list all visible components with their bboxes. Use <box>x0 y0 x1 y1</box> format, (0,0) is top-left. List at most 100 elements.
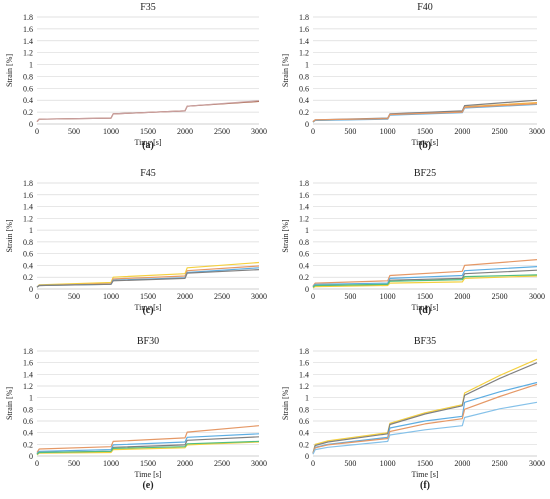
y-axis-label: Strain [%] <box>281 387 290 420</box>
y-tick-label: 0.4 <box>23 429 33 438</box>
x-tick-label: 1000 <box>103 292 119 301</box>
y-tick-label: 0.6 <box>299 417 309 426</box>
x-tick-label: 2500 <box>492 459 508 468</box>
x-tick-label: 500 <box>344 459 356 468</box>
y-tick-label: 1.2 <box>23 49 33 58</box>
x-tick-label: 3000 <box>529 459 545 468</box>
y-tick-label: 1.6 <box>23 191 33 200</box>
y-tick-label: 0.8 <box>23 238 33 247</box>
x-tick-label: 2500 <box>214 292 230 301</box>
chart-panel-bf30: BF30 0 0.2 0.4 0.6 0.8 1 1.2 1.4 1.6 1.8 0 500 1000 15… <box>5 336 267 491</box>
y-tick-label: 0.6 <box>299 250 309 259</box>
x-tick-label: 2000 <box>177 127 193 136</box>
y-tick-label: 1.8 <box>23 179 33 188</box>
y-tick-label: 0.6 <box>23 417 33 426</box>
x-tick-label: 0 <box>35 459 39 468</box>
y-tick-label: 1.4 <box>299 203 309 212</box>
y-tick-label: 0.2 <box>299 108 309 117</box>
series-line-2 <box>312 362 538 454</box>
series-line-1 <box>312 259 538 287</box>
x-tick-label: 0 <box>35 292 39 301</box>
x-tick-label: 1500 <box>417 292 433 301</box>
x-tick-label: 1000 <box>380 459 396 468</box>
x-axis-label: Time [s] <box>134 138 161 147</box>
x-axis-label: Time [s] <box>411 470 438 479</box>
x-tick-label: 500 <box>68 292 80 301</box>
y-tick-label: 0.4 <box>299 261 309 270</box>
x-tick-label: 2000 <box>454 459 470 468</box>
y-tick-label: 1.4 <box>299 37 309 46</box>
x-tick-label: 500 <box>344 127 356 136</box>
x-tick-label: 3000 <box>529 127 545 136</box>
panel-caption: (d) <box>419 305 431 316</box>
x-axis-label: Time [s] <box>411 138 438 147</box>
y-tick-label: 0.2 <box>23 440 33 449</box>
x-tick-label: 0 <box>311 459 315 468</box>
y-tick-label: 1 <box>305 226 309 235</box>
series-line-4 <box>36 269 260 288</box>
x-tick-label: 2000 <box>454 127 470 136</box>
y-axis-label: Strain [%] <box>5 219 14 252</box>
y-tick-label: 0 <box>305 452 309 461</box>
series-line-1 <box>312 358 538 454</box>
series-line-4 <box>312 275 538 289</box>
y-tick-label: 0.8 <box>23 72 33 81</box>
panel-caption: (a) <box>142 140 154 151</box>
x-tick-label: 500 <box>68 127 80 136</box>
x-tick-label: 2000 <box>454 292 470 301</box>
y-tick-label: 0.4 <box>299 429 309 438</box>
chart-panel-bf25: BF25 0 0.2 0.4 0.6 0.8 1 1.2 1.4 1.6 1.8 0 500 1000 15… <box>281 168 545 316</box>
series-line-1 <box>36 425 260 453</box>
x-tick-label: 2500 <box>492 292 508 301</box>
panel-caption: (f) <box>420 480 430 491</box>
y-tick-label: 0.8 <box>23 405 33 414</box>
x-tick-label: 2500 <box>492 127 508 136</box>
y-tick-label: 0 <box>29 452 33 461</box>
x-tick-label: 1000 <box>380 127 396 136</box>
series-line-5 <box>36 440 260 455</box>
x-tick-label: 2500 <box>214 459 230 468</box>
x-axis-label: Time [s] <box>134 470 161 479</box>
y-tick-label: 0.8 <box>299 405 309 414</box>
panel-caption: (c) <box>142 305 153 316</box>
x-tick-label: 1500 <box>417 459 433 468</box>
y-tick-label: 1.8 <box>299 347 309 356</box>
chart-panel-bf35: BF35 0 0.2 0.4 0.6 0.8 1 1.2 1.4 1.6 1.8 0 500 1000 15… <box>281 336 545 491</box>
y-tick-label: 1 <box>305 61 309 70</box>
x-tick-label: 0 <box>311 127 315 136</box>
y-tick-label: 0.2 <box>299 273 309 282</box>
x-tick-label: 1000 <box>103 127 119 136</box>
series-line-2 <box>312 266 538 288</box>
chart-title: F45 <box>140 168 156 179</box>
x-tick-label: 2000 <box>177 292 193 301</box>
y-tick-label: 1.6 <box>299 191 309 200</box>
series-line-2 <box>36 100 260 123</box>
chart-title: F40 <box>417 2 433 13</box>
y-tick-label: 1.4 <box>23 203 33 212</box>
series-line-3 <box>312 99 538 123</box>
y-tick-label: 1.8 <box>23 347 33 356</box>
series-line-1 <box>36 261 260 288</box>
x-axis-label: Time [s] <box>134 303 161 312</box>
y-tick-label: 1.4 <box>23 37 33 46</box>
y-tick-label: 1.4 <box>299 370 309 379</box>
x-tick-label: 2500 <box>214 127 230 136</box>
series-line-4 <box>312 383 538 454</box>
y-tick-label: 1.6 <box>299 359 309 368</box>
x-tick-label: 1000 <box>380 292 396 301</box>
y-tick-label: 0.2 <box>23 108 33 117</box>
y-tick-label: 0 <box>29 120 33 129</box>
chart-panel-f45: F45 0 0.2 0.4 0.6 0.8 1 1.2 1.4 1.6 1.8 0 500 1000 150… <box>5 168 267 316</box>
y-tick-label: 0.2 <box>23 273 33 282</box>
series-line-4 <box>312 103 538 123</box>
y-tick-label: 1 <box>29 394 33 403</box>
y-tick-label: 0.8 <box>299 72 309 81</box>
x-tick-label: 0 <box>35 127 39 136</box>
panel-caption: (e) <box>142 480 153 491</box>
y-axis-label: Strain [%] <box>5 54 14 87</box>
y-tick-label: 0.4 <box>299 96 309 105</box>
x-tick-label: 1500 <box>417 127 433 136</box>
chart-panel-f40: F40 0 0.2 0.4 0.6 0.8 1 1.2 1.4 1.6 1.8 0 500 1000 150… <box>281 2 545 151</box>
y-tick-label: 1 <box>29 61 33 70</box>
